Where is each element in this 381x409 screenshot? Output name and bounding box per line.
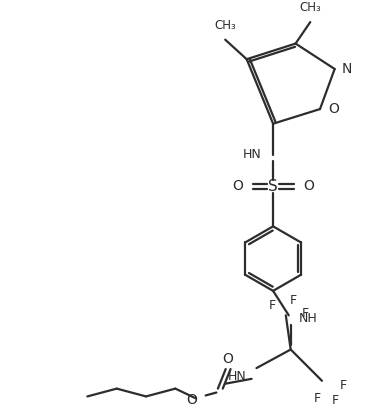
Text: F: F [269, 299, 276, 312]
Text: F: F [332, 394, 339, 407]
Text: F: F [340, 379, 347, 392]
Text: O: O [223, 352, 234, 366]
Text: HN: HN [243, 148, 261, 162]
Text: S: S [268, 179, 278, 194]
Text: F: F [314, 392, 321, 405]
Text: O: O [303, 179, 314, 193]
Text: O: O [186, 393, 197, 407]
Text: N: N [341, 62, 352, 76]
Text: CH₃: CH₃ [299, 1, 321, 14]
Text: CH₃: CH₃ [215, 19, 236, 32]
Text: HN: HN [228, 371, 247, 383]
Text: F: F [290, 294, 297, 307]
Text: NH: NH [298, 312, 317, 325]
Text: F: F [302, 307, 309, 320]
Text: O: O [328, 102, 339, 116]
Text: O: O [232, 179, 243, 193]
